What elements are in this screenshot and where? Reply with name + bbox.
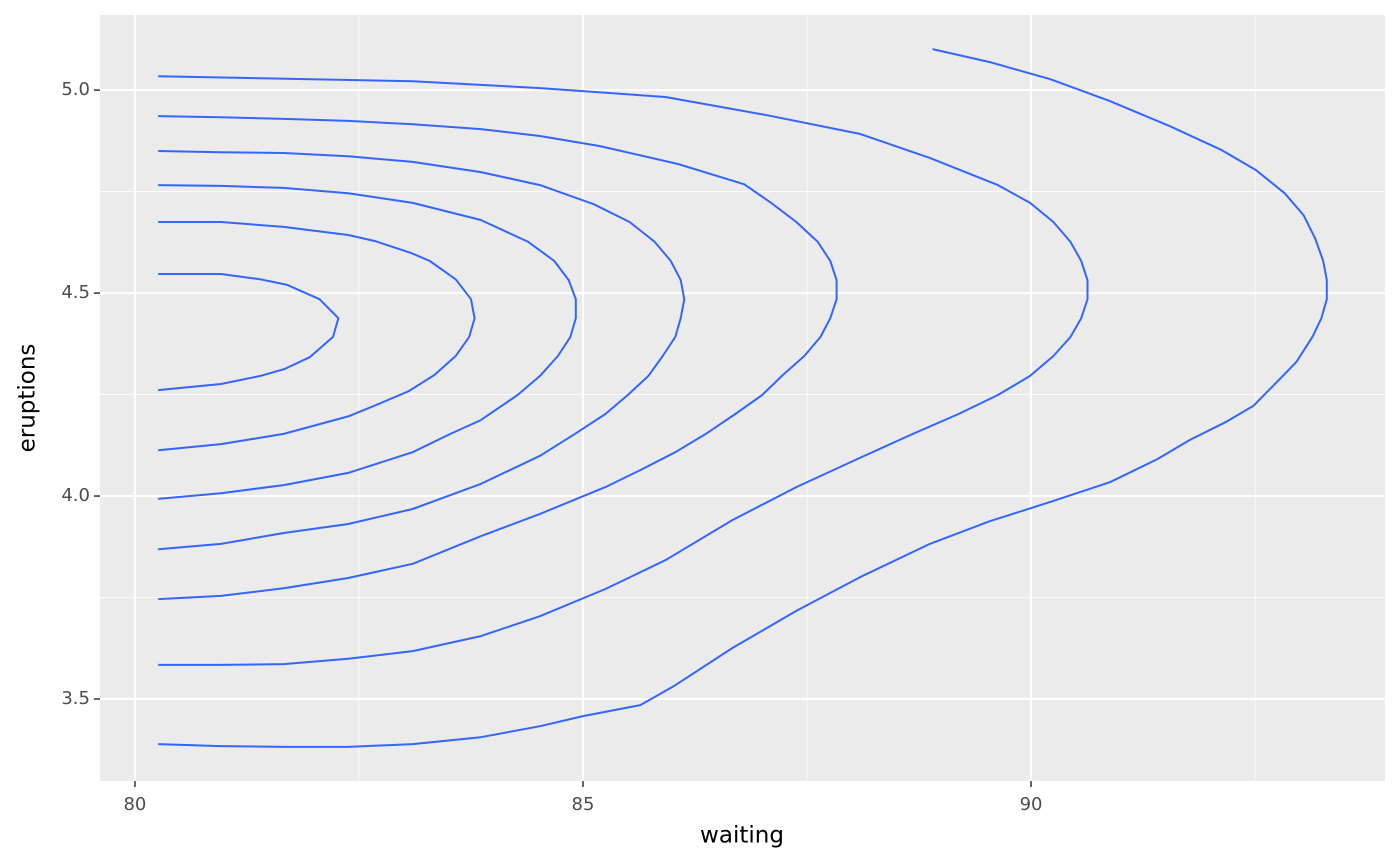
contour-line [158,273,340,392]
contour-line [158,221,476,452]
y-tick-label: 5.0 [61,79,90,100]
contour-line [158,75,1089,666]
contour-line [158,150,686,551]
contour-line [158,115,838,601]
contour-line [158,184,577,500]
plot-panel [100,15,1385,781]
y-tick-label: 4.0 [61,485,90,506]
x-axis-title: waiting [700,823,784,849]
y-tick-label: 3.5 [61,688,90,709]
y-tick-label: 4.5 [61,282,90,303]
x-tick-label: 90 [1020,794,1043,815]
x-tick-label: 80 [123,794,146,815]
x-tick-label: 85 [572,794,595,815]
contour-line [158,48,1328,748]
y-axis-title: eruptions [15,344,41,453]
